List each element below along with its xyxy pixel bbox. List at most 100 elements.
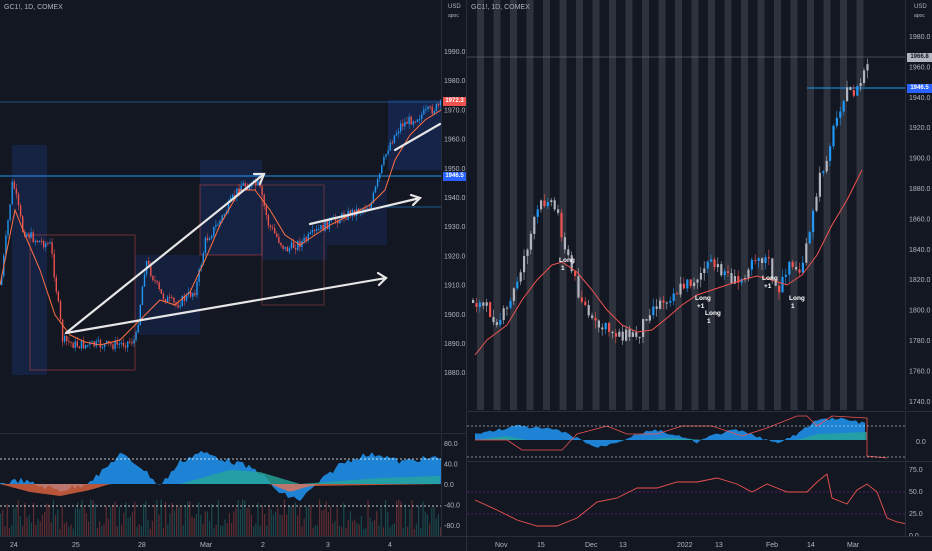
right-osc2-tick-3: 0.0 <box>909 533 919 537</box>
right-oscillator-1-pane[interactable] <box>466 411 906 462</box>
right-time-tick-6: Feb <box>766 542 778 549</box>
left-time-axis[interactable]: 24 25 28 Mar 2 3 4 <box>0 536 466 551</box>
right-oscillator-2-pane[interactable] <box>466 461 906 537</box>
left-osc-tick-3: -40.0 <box>444 503 460 510</box>
right-oscillator-2-line <box>474 473 906 527</box>
right-osc1-axis[interactable]: 0.0 <box>905 411 932 462</box>
left-osc-tick-0: 80.0 <box>444 441 458 448</box>
left-osc-axis[interactable]: 80.0 40.0 0.0 -40.0 -80.0 <box>441 433 467 537</box>
right-price-tick-9: 1800.0 <box>909 308 931 315</box>
left-osc-tick-2: 0.0 <box>444 482 454 489</box>
right-currency-label: USD <box>914 4 927 10</box>
right-price-axis[interactable]: USD apoc 1980.0 1960.0 1940.0 1920.0 1900.0 1… <box>905 0 932 410</box>
right-candles <box>472 58 869 345</box>
left-time-ticks: 24 25 28 Mar 2 3 4 <box>10 542 392 549</box>
left-price-tick-1: 1980.0 <box>444 78 466 85</box>
right-price-tick-4: 1900.0 <box>909 156 931 163</box>
right-time-tick-3: 13 <box>619 542 627 549</box>
left-price-tick-11: 1880.0 <box>444 370 466 377</box>
right-chart-pane[interactable]: GC1!, 1D, COMEX Long 1 Long +1 Long 1 Long +1 Lo… <box>466 0 906 410</box>
right-symbol-title: GC1!, 1D, COMEX <box>471 4 530 11</box>
right-time-axis[interactable]: Nov 15 Dec 13 2022 13 Feb 14 Mar <box>466 536 932 551</box>
left-range-boxes <box>12 100 441 375</box>
left-price-tick-3: 1960.0 <box>444 137 466 144</box>
left-time-tick-2: 28 <box>138 542 146 549</box>
right-price-tick-0: 1980.0 <box>909 34 931 41</box>
left-osc-ticks: 80.0 40.0 0.0 -40.0 -80.0 <box>444 441 460 530</box>
right-price-tag-1: 1966.8 <box>907 53 932 62</box>
left-moving-average <box>0 109 441 346</box>
left-oscillator-pane[interactable] <box>0 433 441 537</box>
right-time-tick-8: Mar <box>847 542 860 549</box>
left-chart-canvas[interactable] <box>0 0 441 432</box>
right-price-tick-7: 1840.0 <box>909 247 931 254</box>
right-signal-label-0: Long <box>559 257 575 264</box>
right-signal-value-2: 1 <box>707 318 711 325</box>
left-oscillator-canvas[interactable] <box>0 434 441 537</box>
left-price-tag-1: 1972.3 <box>443 97 466 106</box>
left-price-ticks: 1990.0 1980.0 1970.0 1960.0 1950.0 1940.0 1930… <box>444 49 466 377</box>
right-signal-label-2: Long <box>705 310 721 317</box>
left-time-tick-6: 4 <box>388 542 392 549</box>
right-time-tick-0: Nov <box>495 542 508 549</box>
right-signal-value-4: 1 <box>791 303 795 310</box>
right-time-tick-4: 2022 <box>677 542 693 549</box>
left-symbol-title: GC1!, 1D, COMEX <box>4 4 63 11</box>
right-signal-value-0: 1 <box>561 265 565 272</box>
left-time-tick-1: 25 <box>72 542 80 549</box>
right-currency-sublabel: apoc <box>914 13 925 19</box>
left-price-tick-10: 1890.0 <box>444 341 466 348</box>
left-osc-tick-1: 40.0 <box>444 462 458 469</box>
left-price-axis[interactable]: USD apoc 1990.0 1980.0 1970.0 1960.0 1950.0 1… <box>441 0 467 432</box>
right-osc2-axis[interactable]: 75.0 50.0 25.0 0.0 <box>905 461 932 537</box>
right-oscillator-1-canvas[interactable] <box>467 412 906 462</box>
right-price-ticks: 1980.0 1960.0 1940.0 1920.0 1900.0 1880.0 1860… <box>909 34 931 406</box>
left-oscillator-orange-area <box>0 484 440 496</box>
right-price-tick-12: 1740.0 <box>909 399 931 406</box>
right-oscillator-green-area <box>475 432 867 440</box>
left-time-tick-0: 24 <box>10 542 18 549</box>
left-time-tick-4: 2 <box>261 542 265 549</box>
right-price-tick-5: 1880.0 <box>909 186 931 193</box>
left-price-tick-8: 1910.0 <box>444 283 466 290</box>
right-osc2-tick-0: 75.0 <box>909 467 923 474</box>
right-price-tag-2: 1946.5 <box>907 84 932 93</box>
right-signal-label-4: Long <box>789 295 805 302</box>
right-oscillator-blue-area <box>475 417 865 448</box>
left-price-tick-0: 1990.0 <box>444 49 466 56</box>
left-time-tick-5: 3 <box>326 542 330 549</box>
left-price-tag-2: 1946.5 <box>443 172 466 181</box>
right-oscillator-2-canvas[interactable] <box>467 462 906 537</box>
right-osc2-ticks: 75.0 50.0 25.0 0.0 <box>909 467 923 537</box>
right-time-tick-1: 15 <box>537 542 545 549</box>
right-time-tick-2: Dec <box>585 542 598 549</box>
right-moving-average <box>474 169 863 356</box>
left-price-tick-2: 1970.0 <box>444 107 466 114</box>
left-currency-sublabel: apoc <box>448 13 459 19</box>
left-price-tick-5: 1940.0 <box>444 195 466 202</box>
right-price-tick-1: 1960.0 <box>909 64 931 71</box>
right-price-tick-11: 1760.0 <box>909 368 931 375</box>
right-signal-value-3: +1 <box>764 283 772 290</box>
right-vertical-stripes <box>477 0 864 410</box>
right-time-ticks: Nov 15 Dec 13 2022 13 Feb 14 Mar <box>495 542 860 549</box>
left-osc-tick-4: -80.0 <box>444 523 460 530</box>
right-time-tick-5: 13 <box>715 542 723 549</box>
right-signal-value-1: +1 <box>697 303 705 310</box>
left-currency-label: USD <box>448 4 461 10</box>
left-price-tick-4: 1950.0 <box>444 166 466 173</box>
right-time-tick-7: 14 <box>807 542 815 549</box>
right-signal-label-1: Long <box>695 295 711 302</box>
left-trend-arrows <box>64 122 441 335</box>
right-price-tick-10: 1780.0 <box>909 338 931 345</box>
left-chart-pane[interactable]: GC1!, 1D, COMEX <box>0 0 441 432</box>
right-price-tick-3: 1920.0 <box>909 125 931 132</box>
left-price-tick-9: 1900.0 <box>444 312 466 319</box>
right-osc2-tick-1: 50.0 <box>909 489 923 496</box>
right-price-tick-2: 1940.0 <box>909 95 931 102</box>
left-price-tick-7: 1920.0 <box>444 253 466 260</box>
left-oscillator-green-area <box>0 470 440 484</box>
left-volume-bars <box>0 499 441 537</box>
